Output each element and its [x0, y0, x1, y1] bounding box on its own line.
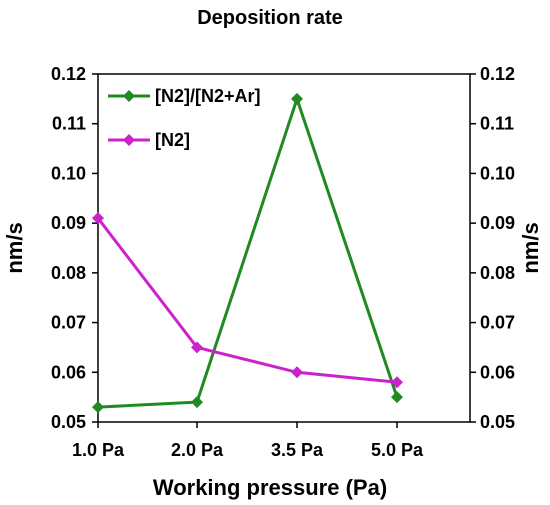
series-1-point: [391, 391, 403, 404]
x-tick-label: 1.0 Pa: [72, 440, 125, 460]
y-tick-label-right: 0.05: [480, 412, 515, 432]
series-1-point: [92, 401, 104, 414]
legend-marker-1: [123, 90, 135, 102]
y-tick-label-left: 0.05: [51, 412, 86, 432]
legend-marker-2: [123, 134, 135, 146]
x-axis: 1.0 Pa 2.0 Pa 3.5 Pa 5.0 Pa: [72, 422, 424, 460]
series-1-point: [291, 92, 303, 105]
y-axis-label-right: nm/s: [518, 222, 543, 273]
y-tick-label-left: 0.09: [51, 213, 86, 233]
y-tick-label-right: 0.06: [480, 362, 515, 382]
series-2-point: [191, 341, 203, 354]
y-tick-label-right: 0.09: [480, 213, 515, 233]
legend-label-1: [N2]/[N2+Ar]: [155, 86, 261, 106]
y-tick-label-right: 0.08: [480, 263, 515, 283]
y-tick-label-left: 0.12: [51, 64, 86, 84]
y-tick-label-left: 0.08: [51, 263, 86, 283]
y-axis-label-left: nm/s: [2, 222, 27, 273]
x-tick-label: 5.0 Pa: [371, 440, 424, 460]
y-axis-right: 0.05 0.06 0.07 0.08 0.09 0.10 0.11 0.12: [470, 64, 515, 432]
series-line-2: [96, 217, 398, 384]
y-tick-label-left: 0.06: [51, 362, 86, 382]
y-tick-label-right: 0.11: [480, 114, 514, 134]
chart-title: Deposition rate: [197, 7, 343, 29]
legend-label-2: [N2]: [155, 130, 190, 150]
x-tick-label: 2.0 Pa: [171, 440, 224, 460]
legend: [N2]/[N2+Ar] [N2]: [108, 86, 261, 150]
y-tick-label-left: 0.11: [52, 114, 86, 134]
plot-frame: [97, 73, 471, 423]
y-tick-label-right: 0.10: [480, 163, 515, 183]
y-tick-label-left: 0.07: [51, 313, 86, 333]
series-2-point: [291, 366, 303, 379]
series-1-point: [191, 396, 203, 409]
y-tick-label-left: 0.10: [51, 163, 86, 183]
series-line-1: [97, 94, 399, 409]
x-tick-label: 3.5 Pa: [271, 440, 324, 460]
y-tick-label-right: 0.12: [480, 64, 515, 84]
series-2-point: [92, 212, 104, 225]
series-2-point: [391, 376, 403, 389]
series-layer: [92, 92, 403, 414]
y-tick-label-right: 0.07: [480, 313, 515, 333]
y-axis-left: 0.05 0.06 0.07 0.08 0.09 0.10 0.11 0.12: [51, 64, 98, 432]
x-axis-label: Working pressure (Pa): [153, 475, 387, 500]
